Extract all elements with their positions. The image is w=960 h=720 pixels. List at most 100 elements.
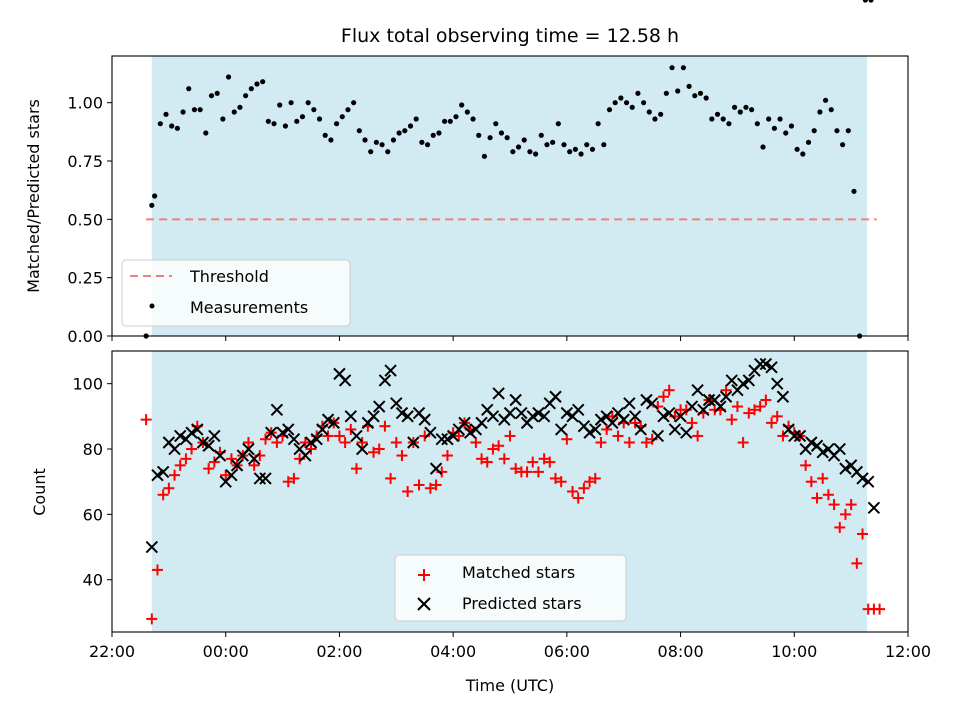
- top-y-tick-label: 0.00: [67, 327, 103, 346]
- matched-star-point: [390, 436, 402, 448]
- measurement-point: [243, 93, 249, 99]
- measurement-point: [385, 149, 391, 155]
- predicted-star-point: [640, 393, 653, 407]
- top-x-ticks: [111, 336, 909, 341]
- measurement-point: [305, 100, 311, 106]
- measurement-point: [629, 104, 635, 110]
- measurement-point: [254, 81, 260, 87]
- measurement-point: [686, 83, 692, 89]
- measurement-point: [709, 116, 715, 122]
- bottom-panel: 40 60 80 100 22:00 00:00 02:00 04:00 06:00 08:00…: [30, 350, 931, 695]
- predicted-star-point: [839, 462, 852, 475]
- predicted-star-point: [435, 433, 448, 446]
- bottom-x-ticks: 22:00 00:00 02:00 04:00 06:00 08:00 10:00 12:00: [89, 632, 931, 661]
- measurement-point: [663, 90, 669, 96]
- predicted-star-point: [645, 397, 659, 410]
- measurement-point: [214, 90, 220, 96]
- predicted-star-point: [805, 436, 818, 449]
- measurement-point: [191, 107, 198, 113]
- predicted-star-point: [668, 423, 682, 436]
- bottom-y-tick-label: 60: [83, 505, 103, 524]
- legend-predicted-swatch: [417, 597, 431, 611]
- measurement-point: [225, 74, 232, 80]
- measurement-point: [299, 114, 306, 120]
- measurement-point: [612, 100, 618, 106]
- measurement-point: [430, 132, 436, 138]
- bottom-y-tick-label: 100: [72, 375, 103, 394]
- matched-star-point: [857, 528, 869, 540]
- predicted-star-point: [515, 406, 528, 420]
- matched-star-point: [140, 414, 152, 426]
- matched-star-point: [737, 436, 749, 448]
- measurement-point: [641, 100, 647, 106]
- predicted-star-point: [765, 361, 778, 374]
- predicted-star-point: [816, 446, 829, 459]
- matched-star-point: [163, 482, 175, 494]
- predicted-star-point: [174, 429, 187, 443]
- matched-star-point: [555, 476, 567, 488]
- measurement-point: [271, 121, 277, 127]
- measurement-point: [498, 130, 505, 136]
- measurement-point: [572, 146, 578, 152]
- predicted-star-point: [549, 390, 562, 403]
- measurement-point: [203, 130, 209, 136]
- predicted-star-point: [458, 416, 471, 430]
- bottom-y-axis-label: Count: [30, 468, 49, 516]
- matched-star-point: [720, 384, 732, 396]
- measurement-point: [345, 107, 351, 113]
- measurement-point: [544, 142, 550, 148]
- measurement-point: [493, 121, 499, 127]
- matched-star-point: [544, 456, 556, 468]
- measurement-point: [635, 90, 641, 96]
- matched-star-point: [561, 433, 573, 445]
- matched-star-point: [402, 486, 414, 497]
- measurement-point: [601, 142, 607, 148]
- measurement-point: [424, 142, 431, 148]
- predicted-star-point: [253, 472, 267, 485]
- measurement-point: [174, 125, 180, 131]
- measurement-point: [777, 116, 783, 122]
- predicted-star-point: [367, 410, 380, 423]
- predicted-star-point: [702, 393, 716, 407]
- top-y-ticks: 0.00 0.25 0.50 0.75 1.00: [67, 94, 112, 346]
- matched-star-point: [385, 472, 397, 484]
- measurement-point: [436, 130, 442, 136]
- matched-star-point: [748, 404, 760, 416]
- matched-star-point: [805, 476, 817, 488]
- matched-star-point: [601, 423, 613, 435]
- measurement-point: [845, 128, 851, 134]
- legend-matched-label: Matched stars: [462, 563, 575, 582]
- measurement-point: [311, 107, 317, 113]
- matched-star-point: [743, 407, 755, 419]
- predicted-star-point: [589, 423, 602, 436]
- legend-measurements-label: Measurements: [190, 298, 308, 317]
- measurement-point: [368, 149, 374, 155]
- predicted-star-point: [503, 406, 517, 420]
- measurement-point: [157, 121, 163, 127]
- matched-star-point: [260, 433, 272, 445]
- measurement-point: [538, 132, 544, 138]
- top-y-tick-label: 0.50: [67, 210, 103, 229]
- predicted-star-point: [242, 442, 255, 456]
- measurement-point: [743, 104, 749, 110]
- predicted-star-point: [651, 429, 665, 443]
- matched-star-point: [180, 453, 192, 465]
- predicted-star-point: [287, 433, 301, 446]
- measurement-point: [515, 144, 522, 150]
- measurement-point: [652, 116, 658, 122]
- matched-star-point: [754, 401, 766, 413]
- measurement-point: [169, 123, 175, 129]
- matched-star-point: [766, 417, 778, 429]
- predicted-star-point: [247, 452, 261, 466]
- measurement-point: [248, 86, 254, 92]
- matched-star-point: [396, 450, 408, 462]
- top-legend: Threshold Measurements: [121, 259, 351, 327]
- bottom-axes-frame: [111, 350, 909, 633]
- matched-star-point: [663, 384, 675, 396]
- matched-star-point: [151, 564, 163, 576]
- predicted-star-point: [310, 433, 323, 446]
- matched-star-point: [299, 436, 311, 448]
- measurement-point: [726, 121, 732, 127]
- predicted-star-point: [441, 433, 454, 446]
- measurement-point: [811, 128, 817, 134]
